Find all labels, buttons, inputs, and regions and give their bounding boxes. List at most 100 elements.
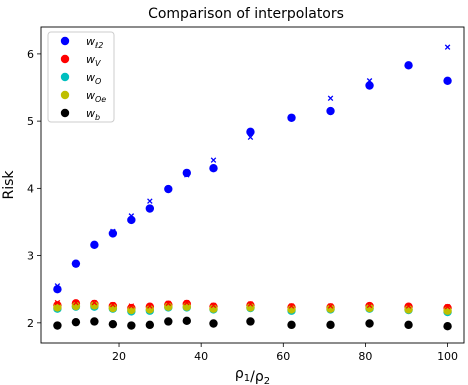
- point-w-2: [182, 168, 191, 178]
- cross-stroke: [444, 303, 451, 310]
- cross-stroke: [54, 299, 61, 306]
- point-wb: [246, 317, 255, 326]
- cross-stroke: [184, 299, 190, 306]
- point-w-2: [127, 215, 136, 225]
- cross-point: [247, 134, 254, 141]
- cross-point: [73, 299, 79, 306]
- point-wb: [164, 317, 173, 326]
- point-wb: [145, 320, 155, 330]
- y-axis-label: Risk: [1, 170, 17, 200]
- cross-stroke: [327, 303, 334, 309]
- y-tick-label: 6: [27, 48, 34, 61]
- cross-point: [288, 303, 295, 309]
- cross-point: [165, 300, 172, 307]
- legend-marker: [60, 54, 70, 64]
- cross-point: [444, 303, 451, 310]
- cross-point: [110, 301, 116, 308]
- point-wb: [365, 319, 374, 328]
- cross-stroke: [91, 242, 98, 248]
- point-woe: [326, 304, 335, 313]
- point-wb: [326, 320, 335, 330]
- cross-point: [184, 172, 190, 178]
- point-w-2: [365, 81, 374, 90]
- cross-stroke: [327, 95, 334, 102]
- legend-box: [47, 31, 115, 123]
- x-axis: 20 40 60 80 100: [112, 343, 458, 363]
- cross-point: [54, 299, 61, 306]
- cross-stroke: [73, 260, 79, 267]
- cross-stroke: [247, 134, 254, 141]
- x-tick-label: 40: [194, 350, 208, 363]
- cross-stroke: [247, 301, 254, 307]
- y-tick-label: 2: [27, 317, 34, 330]
- x-tick-label: 80: [358, 350, 372, 363]
- point-woe: [443, 306, 452, 315]
- x-tick-label: 100: [437, 350, 458, 363]
- cross-point: [210, 157, 217, 163]
- x-axis-label: ρ1/ρ2: [235, 366, 270, 385]
- cross-point: [366, 78, 373, 84]
- cross-stroke: [73, 299, 79, 306]
- plot-frame: [40, 26, 465, 344]
- cross-point: [165, 186, 172, 192]
- cross-point: [110, 228, 116, 235]
- cross-stroke: [405, 303, 412, 309]
- point-wb: [209, 319, 218, 328]
- point-w-2: [326, 106, 335, 116]
- cross-point: [327, 303, 334, 309]
- y-axis: 2 3 4 5 6: [27, 48, 41, 330]
- cross-stroke: [444, 44, 451, 50]
- cross-point: [405, 303, 412, 309]
- cross-point: [366, 302, 373, 309]
- cross-stroke: [288, 303, 295, 309]
- cross-stroke: [110, 228, 116, 235]
- cross-stroke: [165, 186, 172, 192]
- point-woe: [53, 303, 62, 312]
- point-w-2: [443, 76, 452, 85]
- cross-stroke: [110, 301, 116, 308]
- point-w-2: [209, 163, 218, 173]
- point-wb: [71, 317, 81, 327]
- point-wb: [90, 317, 99, 326]
- x-tick-label: 60: [276, 350, 290, 363]
- cross-point: [147, 198, 153, 204]
- cross-stroke: [165, 300, 172, 307]
- point-wb: [404, 320, 413, 330]
- legend-marker: [60, 108, 70, 118]
- cross-point: [91, 299, 98, 306]
- cross-point: [147, 303, 153, 309]
- point-woe: [365, 303, 374, 313]
- point-w-2: [246, 127, 255, 137]
- point-wb: [53, 321, 62, 330]
- legend-marker: [60, 36, 70, 46]
- cross-point: [128, 213, 135, 219]
- cross-stroke: [210, 157, 217, 163]
- y-tick-label: 4: [27, 182, 34, 195]
- cross-stroke: [184, 172, 190, 178]
- cross-point: [128, 303, 135, 309]
- point-wb: [127, 321, 136, 330]
- plot-marks: [53, 44, 452, 331]
- cross-stroke: [147, 198, 153, 204]
- cross-stroke: [147, 303, 153, 309]
- y-tick-label: 3: [27, 250, 34, 263]
- legend-label: wb: [86, 107, 100, 122]
- cross-stroke: [91, 299, 98, 306]
- cross-point: [405, 62, 412, 69]
- cross-stroke: [366, 302, 373, 309]
- legend: wℓ2 wV wO wOe wb: [47, 31, 115, 123]
- point-wb: [182, 316, 191, 326]
- legend-label: wO: [86, 71, 101, 86]
- x-tick-label: 20: [112, 350, 126, 363]
- legend-label: wOe: [86, 89, 106, 104]
- chart-title: Comparison of interpolators: [148, 6, 344, 22]
- cross-point: [54, 283, 61, 289]
- cross-stroke: [366, 78, 373, 84]
- legend-label: wℓ2: [86, 35, 103, 50]
- cross-stroke: [128, 213, 135, 219]
- point-woe: [127, 305, 136, 315]
- legend-marker: [60, 72, 70, 82]
- legend-label: wV: [86, 53, 101, 68]
- point-wb: [287, 320, 296, 330]
